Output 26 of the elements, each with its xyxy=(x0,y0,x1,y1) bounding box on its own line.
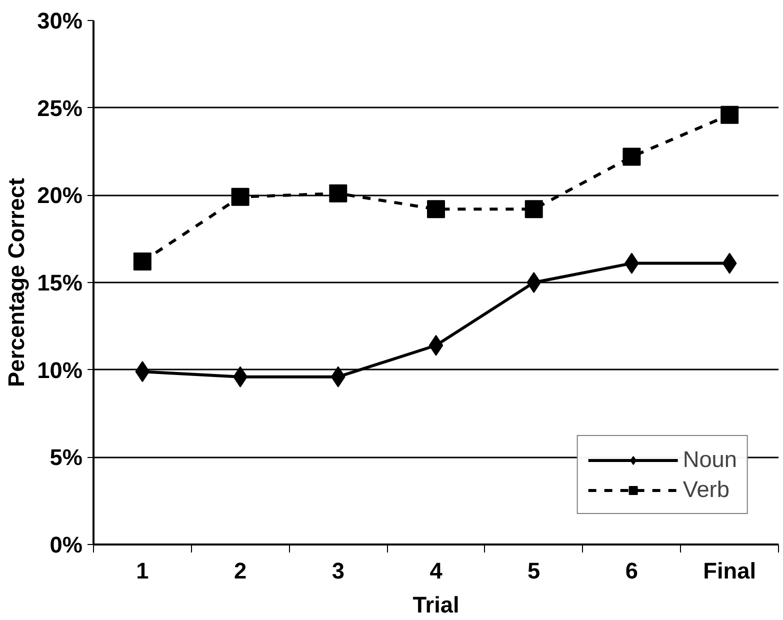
y-tick-label: 15% xyxy=(37,270,83,296)
legend-label: Noun xyxy=(682,446,737,473)
point xyxy=(622,148,641,166)
x-axis-title: Trial xyxy=(412,592,460,618)
y-tick-label: 0% xyxy=(50,532,83,558)
point xyxy=(720,106,739,124)
x-tick-label: 2 xyxy=(234,558,247,584)
x-tick-label: 4 xyxy=(430,558,443,584)
point xyxy=(329,184,348,202)
y-tick-label: 10% xyxy=(37,356,83,383)
point xyxy=(524,200,543,218)
y-axis-title: Percentage Correct xyxy=(3,178,30,388)
x-tick-label: Final xyxy=(703,558,756,584)
legend-label: Verb xyxy=(682,476,730,503)
point xyxy=(133,252,152,271)
y-tick-label: 25% xyxy=(37,94,83,121)
point xyxy=(231,188,250,206)
x-tick-label: 1 xyxy=(136,558,149,584)
y-tick-label: 5% xyxy=(50,444,83,470)
x-tick-label: 3 xyxy=(332,558,344,584)
x-tick-label: 6 xyxy=(625,558,638,584)
y-tick-label: 20% xyxy=(37,182,83,208)
point xyxy=(427,200,445,218)
x-tick-label: 5 xyxy=(528,558,540,584)
y-tick-label: 30% xyxy=(37,8,83,34)
point xyxy=(526,272,542,293)
